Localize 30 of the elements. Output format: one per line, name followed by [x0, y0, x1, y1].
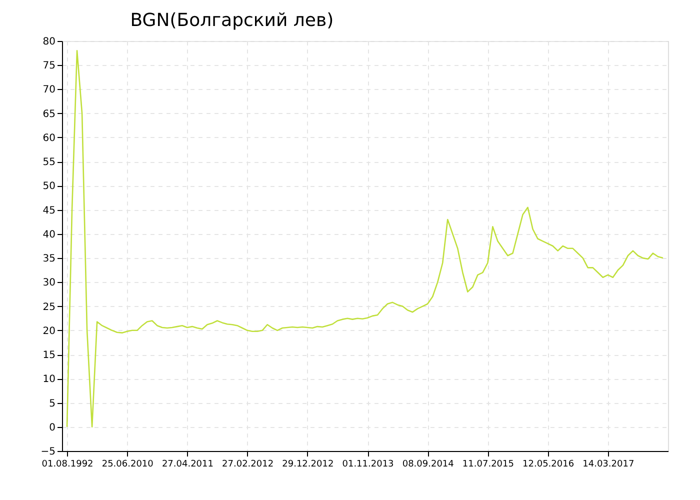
y-tick-label: −5 [40, 446, 56, 458]
y-tick-label: 80 [42, 36, 56, 48]
y-tick-label: 60 [42, 132, 56, 144]
y-tick-label: 70 [42, 84, 56, 96]
x-tick-label: 14.03.2017 [582, 460, 634, 470]
y-tick-label: 30 [42, 278, 56, 289]
y-tick-label: 50 [42, 181, 56, 192]
x-tick-label: 25.06.2010 [102, 460, 154, 470]
y-tick-label: 75 [42, 60, 56, 72]
x-tick-label: 01.11.2013 [342, 460, 394, 470]
y-tick-label: 40 [42, 229, 56, 240]
y-tick-label: 45 [42, 205, 56, 216]
x-tick-label: 11.07.2015 [462, 460, 514, 470]
x-tick-label: 29.12.2012 [282, 460, 334, 470]
x-tick-label: 27.02.2012 [222, 460, 274, 470]
y-tick-label: 10 [42, 374, 56, 386]
y-tick-label: 55 [42, 157, 56, 168]
x-tick-label: 12.05.2016 [522, 460, 574, 470]
y-tick-label: 15 [42, 350, 56, 362]
line-series [66, 50, 664, 428]
y-tick-label: 25 [42, 302, 56, 313]
x-tick-label: 01.08.1992 [42, 460, 94, 470]
y-tick-label: 65 [42, 108, 56, 120]
x-tick-label: 08.09.2014 [402, 460, 454, 470]
y-tick-label: 35 [42, 254, 56, 265]
y-tick-label: 20 [42, 326, 56, 337]
x-tick-label: 27.04.2011 [162, 460, 214, 470]
y-tick-label: 5 [49, 398, 56, 410]
y-tick-label: 0 [49, 422, 56, 434]
chart-title: BGN(Болгарский лев) [130, 10, 334, 31]
